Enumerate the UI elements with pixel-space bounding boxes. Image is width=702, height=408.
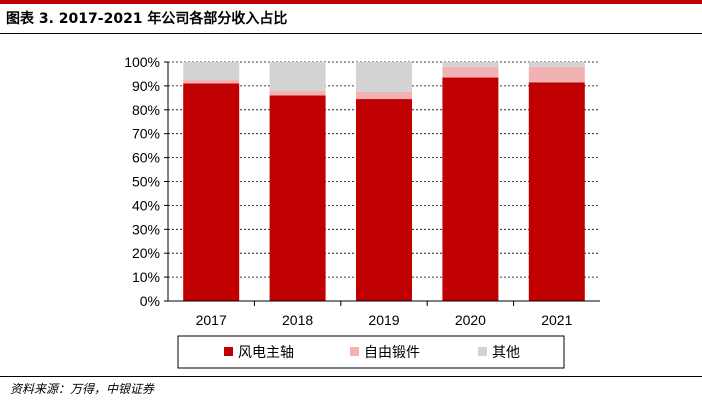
bar-series <box>183 62 585 302</box>
legend-swatch-other <box>478 347 487 356</box>
y-tick-label: 70% <box>132 126 160 142</box>
bar-other-2021 <box>528 62 585 67</box>
y-tick-label: 20% <box>132 245 160 261</box>
bar-free-forging-2020 <box>442 66 499 78</box>
y-tick-label: 50% <box>132 174 160 190</box>
legend-label-other: 其他 <box>492 345 520 361</box>
legend-swatch-free-forging <box>350 347 359 356</box>
top-accent-bar <box>0 0 702 4</box>
bar-wind-spindle-2017 <box>183 83 240 301</box>
source-note: 资料来源：万得，中银证券 <box>10 382 155 396</box>
bar-wind-spindle-2019 <box>356 99 412 301</box>
legend-box <box>177 335 565 369</box>
legend-label-free-forging: 自由锻件 <box>364 345 420 361</box>
bar-wind-spindle-2018 <box>269 95 326 302</box>
x-tick-label: 2021 <box>541 312 572 328</box>
figure-title: 图表 3. 2017-2021 年公司各部分收入占比 <box>6 11 288 27</box>
bar-other-2018 <box>269 62 326 91</box>
y-tick-label: 60% <box>132 150 160 166</box>
footer-divider <box>0 376 702 377</box>
x-tick-label: 2020 <box>455 312 486 328</box>
bar-other-2017 <box>183 62 240 80</box>
x-tick-label: 2019 <box>368 312 399 328</box>
bar-free-forging-2017 <box>183 79 240 84</box>
x-tick-label: 2017 <box>196 312 227 328</box>
bar-wind-spindle-2020 <box>442 77 499 301</box>
legend: 风电主轴 自由锻件 其他 <box>177 335 565 369</box>
title-divider <box>0 33 702 34</box>
legend-label-wind-spindle: 风电主轴 <box>238 345 294 361</box>
bar-other-2019 <box>356 62 412 92</box>
y-tick-label: 90% <box>132 78 160 94</box>
bar-other-2020 <box>442 62 499 67</box>
bar-free-forging-2019 <box>356 91 412 100</box>
y-tick-label: 10% <box>132 269 160 285</box>
bar-free-forging-2021 <box>528 66 585 83</box>
y-tick-label: 100% <box>124 54 160 70</box>
axes: 0% 10% 20% 30% 40% 50% 60% 70% 80% 90% 100% 2017 201… <box>124 54 600 328</box>
bar-wind-spindle-2021 <box>528 82 585 301</box>
y-tick-label: 80% <box>132 102 160 118</box>
legend-swatch-wind-spindle <box>224 347 233 356</box>
x-tick-label: 2018 <box>282 312 313 328</box>
y-tick-label: 0% <box>140 293 160 309</box>
y-tick-label: 40% <box>132 197 160 213</box>
y-tick-label: 30% <box>132 221 160 237</box>
stacked-bar-chart: 0% 10% 20% 30% 40% 50% 60% 70% 80% 90% 100% 2017 201… <box>124 54 600 369</box>
bar-free-forging-2018 <box>269 90 326 96</box>
